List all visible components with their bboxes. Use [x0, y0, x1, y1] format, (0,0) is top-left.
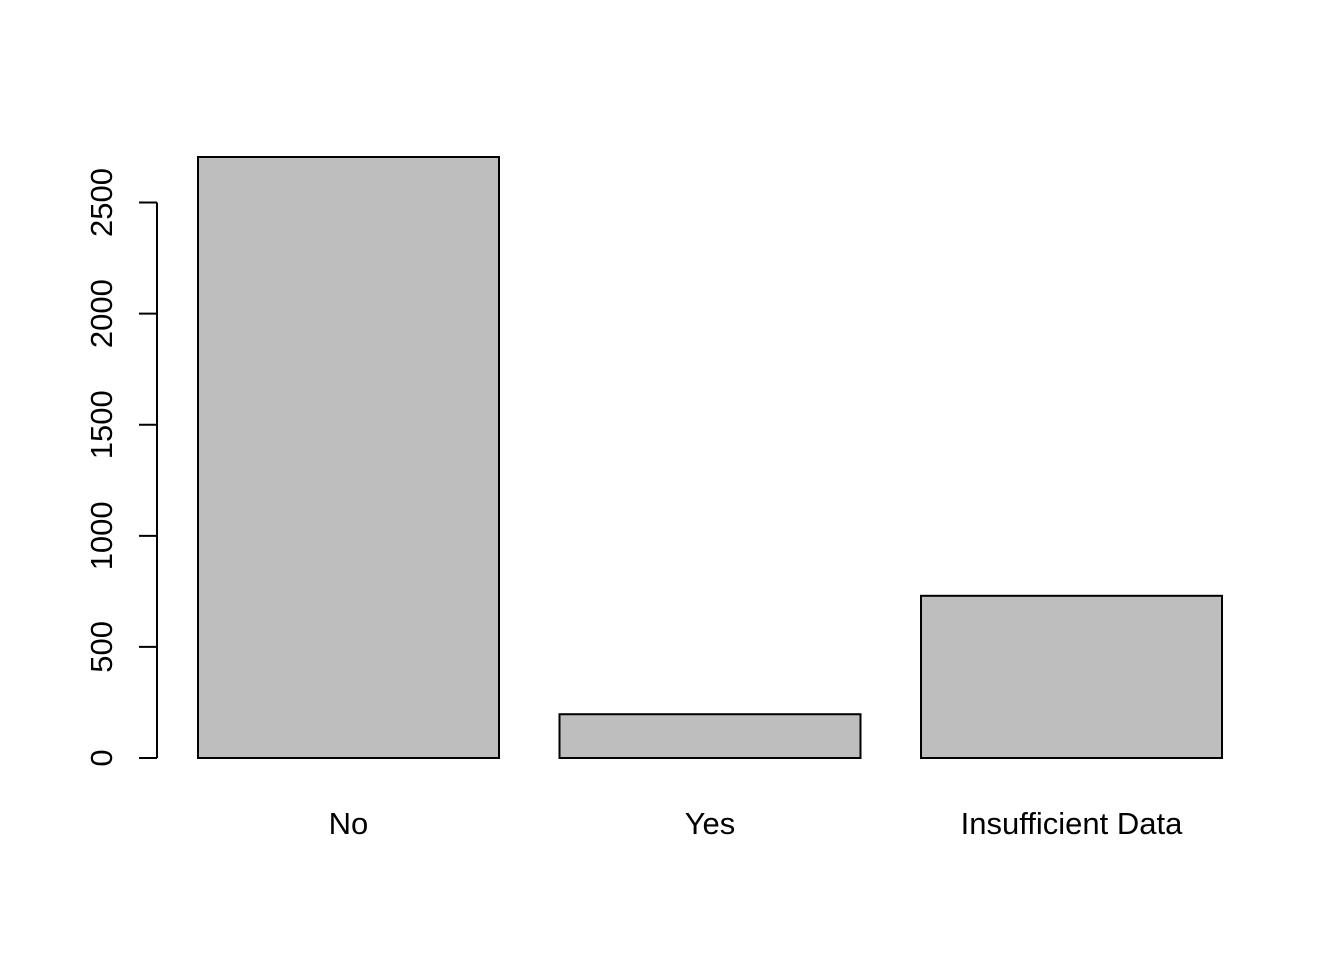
y-tick-label-2000: 2000	[84, 279, 119, 348]
y-axis: 0 500 1000 1500 2000 2500	[84, 168, 158, 767]
bar-yes	[558, 713, 862, 759]
y-tick-label-0: 0	[84, 749, 119, 766]
x-tick-label-insufficient-data: Insufficient Data	[961, 806, 1183, 841]
y-tick-label-1500: 1500	[84, 390, 119, 459]
x-tick-label-yes: Yes	[685, 806, 736, 841]
y-tick-label-1000: 1000	[84, 501, 119, 570]
y-tick-label-2500: 2500	[84, 168, 119, 237]
bar-insufficient-data	[920, 594, 1223, 759]
y-tick-label-500: 500	[84, 621, 119, 673]
bars-group	[197, 156, 1223, 759]
x-tick-label-no: No	[329, 806, 369, 841]
bar-no	[197, 156, 500, 759]
x-axis-labels: No Yes Insufficient Data	[329, 806, 1183, 841]
